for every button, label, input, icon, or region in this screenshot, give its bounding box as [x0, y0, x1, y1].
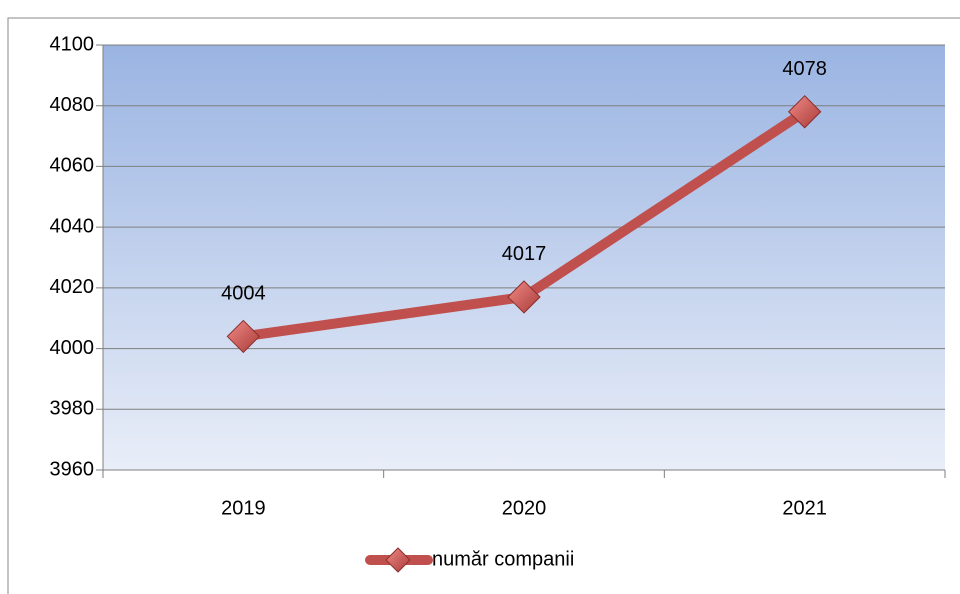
- y-tick-label: 4060: [50, 155, 95, 177]
- y-tick-label: 4020: [50, 276, 95, 298]
- data-label: 4004: [221, 283, 266, 305]
- x-tick-label: 2021: [782, 497, 827, 519]
- data-label: 4078: [782, 58, 827, 80]
- y-tick-label: 4040: [50, 215, 95, 237]
- y-tick-label: 3980: [50, 398, 95, 420]
- legend-marker: [385, 547, 411, 573]
- data-label: 4017: [502, 243, 547, 265]
- marker: [226, 319, 261, 354]
- marker: [507, 280, 541, 314]
- x-tick-label: 2020: [502, 497, 547, 519]
- x-tick-label: 2019: [221, 497, 266, 519]
- y-tick-label: 3960: [50, 458, 95, 480]
- y-tick-label: 4000: [50, 337, 95, 359]
- legend-label: număr companii: [432, 548, 574, 570]
- marker: [787, 95, 822, 129]
- y-tick-label: 4100: [50, 33, 95, 55]
- y-tick-label: 4080: [50, 94, 95, 116]
